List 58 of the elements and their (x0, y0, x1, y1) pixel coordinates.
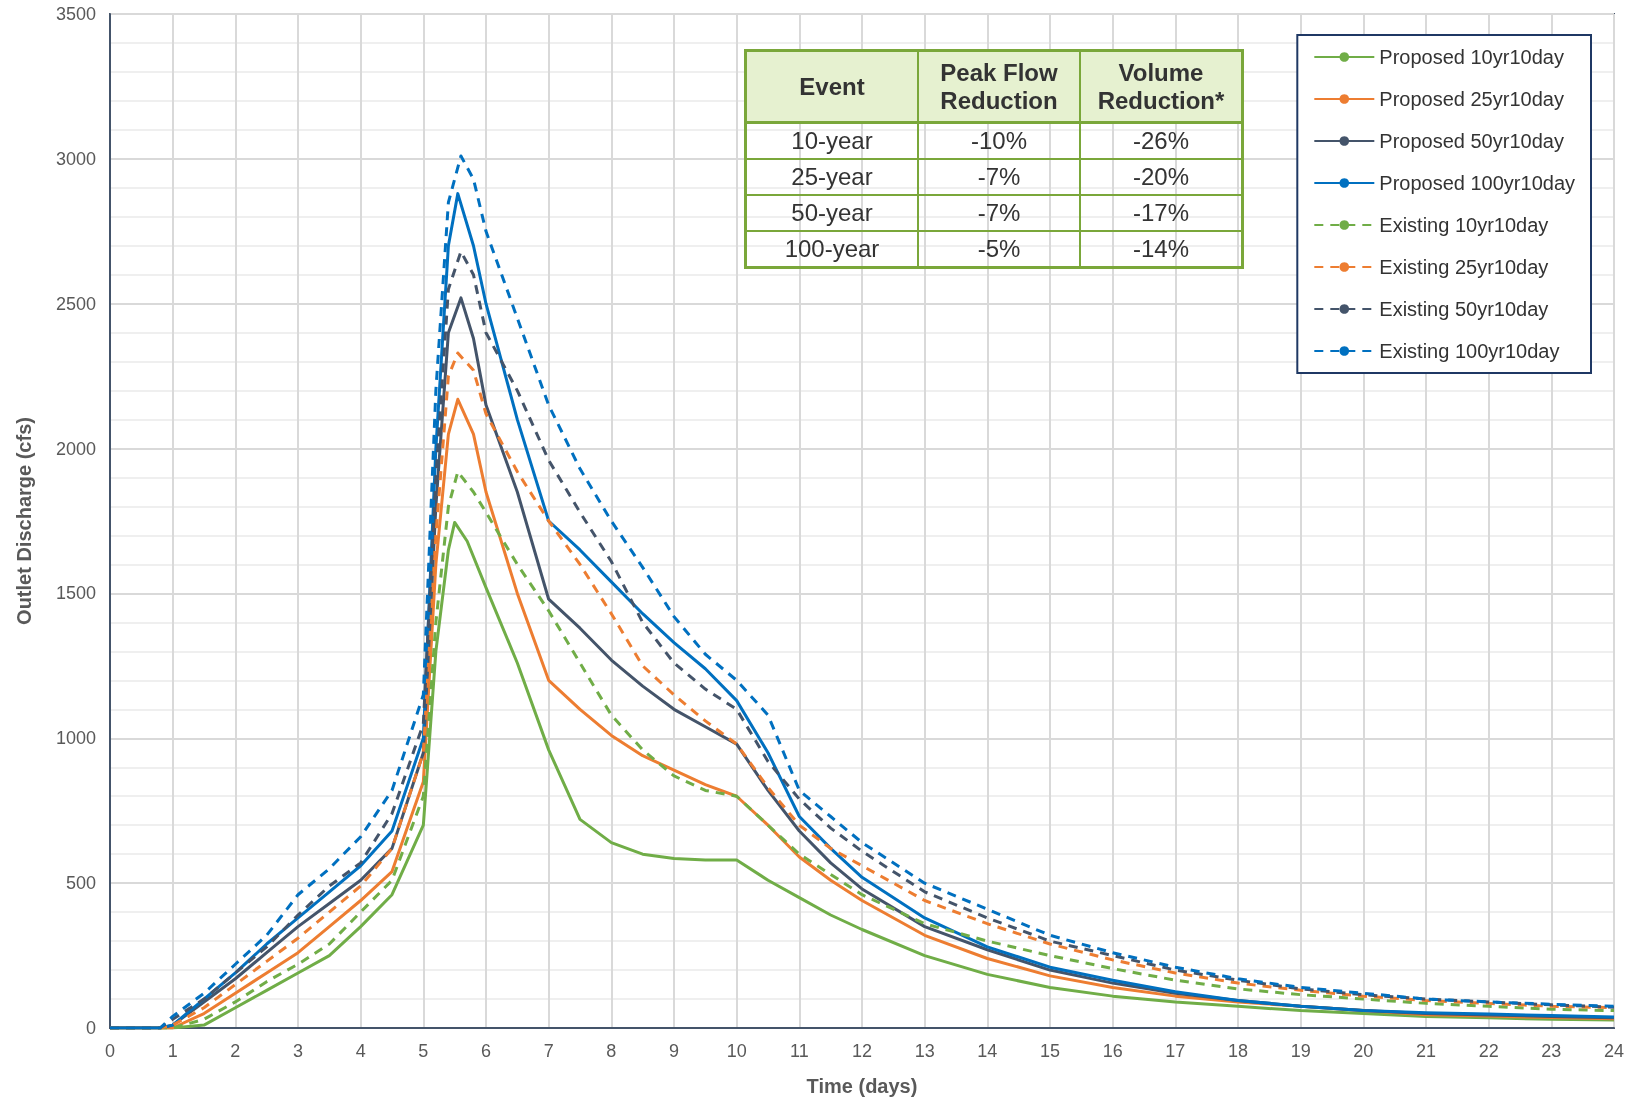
x-tick-label: 14 (977, 1041, 998, 1061)
annotation: Volume Reduction* (1080, 50, 1243, 123)
annotation: 50-year (745, 195, 918, 231)
legend-label: Proposed 50yr10day (1379, 130, 1564, 152)
x-tick-label: 0 (104, 1041, 116, 1061)
annotation: Event (745, 50, 918, 123)
annotation: -10% (918, 122, 1080, 159)
x-axis-title: Time (days) (806, 1075, 918, 1097)
annotation: -14% (1080, 231, 1243, 268)
x-tick-label: 21 (1415, 1041, 1437, 1061)
x-tick-label: 4 (355, 1041, 366, 1061)
y-tick-label: 2500 (55, 293, 96, 314)
y-tick-label: 1000 (55, 728, 96, 749)
x-tick-label: 22 (1478, 1041, 1499, 1061)
x-tick-label: 15 (1039, 1041, 1061, 1061)
annotation: 10-year (745, 122, 918, 159)
legend-label: Proposed 10yr10day (1379, 46, 1564, 68)
x-tick-label: 18 (1227, 1041, 1249, 1061)
annotation: 100-year (745, 231, 918, 268)
y-axis-title: Outlet Discharge (cfs) (13, 417, 35, 625)
x-tick-label: 19 (1290, 1041, 1311, 1061)
legend-label: Proposed 25yr10day (1379, 88, 1564, 110)
x-tick-label: 12 (851, 1041, 873, 1061)
y-tick-label: 3500 (55, 4, 96, 24)
annotation: Peak Flow Reduction (918, 50, 1080, 123)
x-tick-label: 16 (1102, 1041, 1123, 1061)
x-tick-label: 2 (230, 1041, 241, 1061)
y-tick-label: 500 (65, 873, 96, 894)
x-tick-label: 10 (726, 1041, 747, 1061)
x-tick-label: 20 (1353, 1041, 1374, 1061)
annotation: -5% (918, 231, 1080, 268)
x-tick-label: 8 (606, 1041, 617, 1061)
annotation: -7% (918, 195, 1080, 231)
x-tick-label: 23 (1541, 1041, 1562, 1061)
annotation: 25-year (745, 159, 918, 195)
legend-label: Existing 50yr10day (1379, 298, 1549, 320)
annotation: -26% (1080, 122, 1243, 159)
y-tick-label: 2000 (55, 438, 96, 459)
legend-label: Existing 100yr10day (1379, 340, 1560, 362)
x-tick-label: 17 (1165, 1041, 1186, 1061)
x-tick-label: 11 (789, 1041, 809, 1061)
annotation: -17% (1080, 195, 1243, 231)
x-tick-label: 9 (668, 1041, 680, 1061)
y-tick-label: 0 (85, 1018, 96, 1038)
x-tick-label: 7 (543, 1041, 554, 1061)
annotation: -20% (1080, 159, 1243, 195)
x-tick-label: 3 (292, 1041, 304, 1061)
x-tick-label: 1 (167, 1041, 178, 1061)
annotation: -7% (918, 159, 1080, 195)
x-tick-label: 6 (480, 1041, 492, 1061)
legend-label: Existing 25yr10day (1379, 256, 1549, 278)
y-tick-label: 3000 (55, 148, 96, 169)
x-tick-label: 13 (914, 1041, 935, 1061)
legend-label: Existing 10yr10day (1379, 214, 1549, 236)
x-tick-label: 24 (1603, 1041, 1625, 1061)
legend-label: Proposed 100yr10day (1379, 172, 1576, 194)
y-tick-label: 1500 (55, 583, 96, 604)
x-tick-label: 5 (418, 1041, 429, 1061)
